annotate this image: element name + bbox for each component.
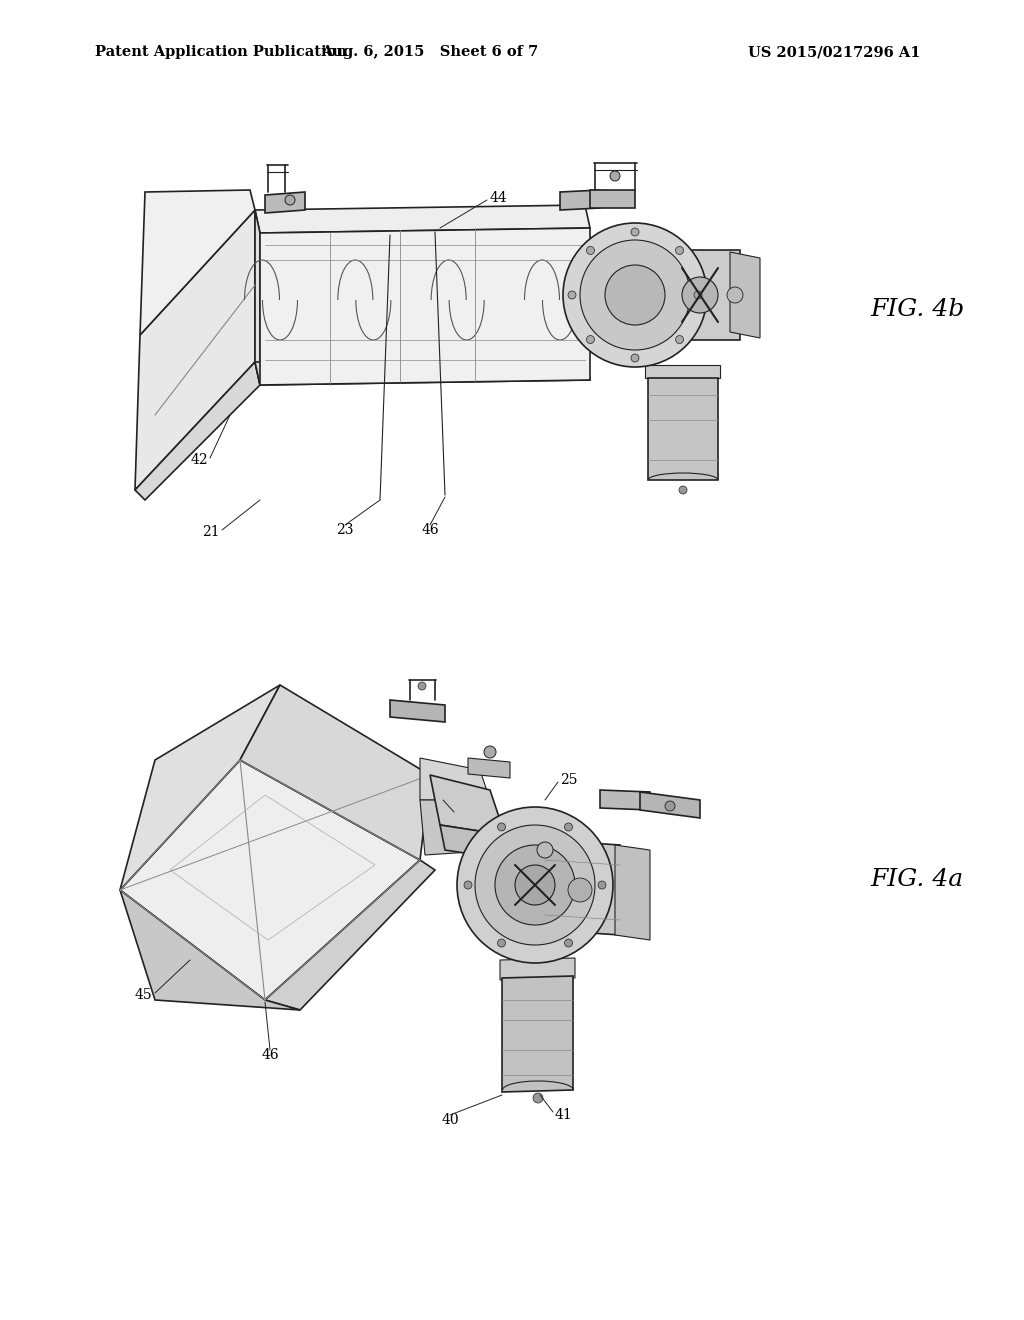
Polygon shape [255,356,590,385]
Circle shape [665,801,675,810]
Text: US 2015/0217296 A1: US 2015/0217296 A1 [748,45,920,59]
Circle shape [199,264,231,296]
Circle shape [568,290,575,300]
Text: 45: 45 [134,987,152,1002]
Circle shape [498,939,506,946]
Polygon shape [255,205,590,234]
Polygon shape [265,861,435,1010]
Polygon shape [500,958,575,979]
Circle shape [515,865,555,906]
Circle shape [580,240,690,350]
Circle shape [679,486,687,494]
Polygon shape [468,758,510,777]
Circle shape [564,939,572,946]
Polygon shape [240,685,430,861]
Circle shape [498,822,506,832]
Text: 21: 21 [203,525,220,539]
Text: 42: 42 [190,453,208,467]
Polygon shape [420,758,490,800]
Polygon shape [120,890,300,1010]
Circle shape [631,354,639,362]
Circle shape [464,880,472,888]
Circle shape [682,277,718,313]
Polygon shape [590,190,635,209]
Circle shape [587,247,595,255]
Polygon shape [195,310,255,389]
Circle shape [187,252,243,308]
Circle shape [727,286,743,304]
Text: FIG. 4a: FIG. 4a [870,869,964,891]
Polygon shape [502,975,573,1092]
Text: 44: 44 [490,191,508,205]
Polygon shape [560,190,600,210]
Circle shape [610,172,620,181]
Circle shape [568,878,592,902]
Circle shape [631,228,639,236]
Text: Aug. 6, 2015   Sheet 6 of 7: Aug. 6, 2015 Sheet 6 of 7 [322,45,539,59]
Circle shape [537,842,553,858]
Circle shape [475,825,595,945]
Circle shape [564,822,572,832]
Text: 46: 46 [421,523,439,537]
Circle shape [598,880,606,888]
Circle shape [676,247,684,255]
Polygon shape [640,792,700,818]
Polygon shape [135,210,255,490]
Polygon shape [255,210,260,385]
Text: Patent Application Publication: Patent Application Publication [95,45,347,59]
Circle shape [694,290,702,300]
Polygon shape [730,252,760,338]
Polygon shape [645,366,720,378]
Polygon shape [420,800,500,855]
Text: 23: 23 [336,523,353,537]
Polygon shape [140,190,255,335]
Circle shape [285,195,295,205]
Text: 41: 41 [555,1107,572,1122]
Text: FIG. 4b: FIG. 4b [870,298,965,322]
Circle shape [676,335,684,343]
Text: 46: 46 [261,1048,279,1063]
Circle shape [418,682,426,690]
Circle shape [563,223,707,367]
Circle shape [587,335,595,343]
Polygon shape [120,685,280,890]
Polygon shape [660,249,740,341]
Polygon shape [120,760,420,1001]
Polygon shape [545,840,620,935]
Polygon shape [260,228,590,385]
Polygon shape [265,191,305,213]
Polygon shape [195,240,255,315]
Circle shape [484,746,496,758]
Circle shape [495,845,575,925]
Polygon shape [390,700,445,722]
Polygon shape [600,789,650,810]
Polygon shape [440,825,510,861]
Text: 40: 40 [441,1113,459,1127]
Circle shape [605,265,665,325]
Circle shape [457,807,613,964]
Text: 25: 25 [560,774,578,787]
Polygon shape [135,362,260,500]
Circle shape [534,1093,543,1104]
Polygon shape [615,845,650,940]
Polygon shape [430,775,505,836]
Polygon shape [648,378,718,480]
Text: 42: 42 [455,808,473,822]
